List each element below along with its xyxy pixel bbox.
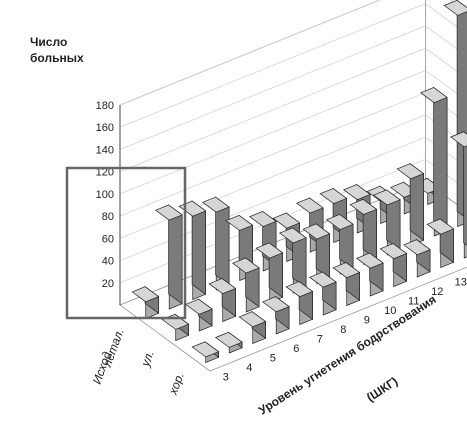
x-tick-label: 8 <box>340 324 346 336</box>
bar <box>426 218 455 269</box>
z-tick-label: 80 <box>102 211 114 223</box>
x-tick-label: 5 <box>270 352 276 364</box>
bar <box>154 204 183 310</box>
bar-top-face <box>278 227 307 244</box>
x-tick-label: 12 <box>431 286 443 298</box>
grid-line <box>119 0 467 106</box>
bar-top-face <box>184 298 213 315</box>
z-tick-label: 60 <box>102 233 114 245</box>
x-tick-label: 3 <box>223 371 229 383</box>
grid-line <box>119 47 467 173</box>
bar <box>379 242 408 288</box>
bar-top-face <box>396 163 425 180</box>
bar <box>302 223 331 285</box>
bar-top-face <box>201 196 230 213</box>
row-label: ул. <box>138 348 157 369</box>
bar-top-face <box>154 204 183 221</box>
bar-top-face <box>131 286 160 303</box>
bar-top-face <box>332 262 361 279</box>
bars-layer <box>131 0 467 364</box>
x-tick-label: 10 <box>384 305 396 317</box>
grid-line <box>119 114 467 239</box>
bar <box>285 280 314 326</box>
row-label: хор. <box>166 370 187 397</box>
bar-top-face <box>342 184 371 201</box>
bar-top-face <box>349 199 378 215</box>
z-tick-label: 120 <box>96 167 114 179</box>
bar-top-face <box>225 215 254 231</box>
bar-top-face <box>191 341 220 358</box>
bar <box>191 341 220 364</box>
bar-top-face <box>208 278 237 295</box>
grid-line <box>119 25 467 150</box>
bar <box>372 189 401 256</box>
bar <box>184 298 213 332</box>
z-axis-title-line1: Число <box>30 35 67 49</box>
z-tick-label: 20 <box>102 278 114 290</box>
bar-top-face <box>419 87 448 104</box>
grid-line <box>119 70 467 195</box>
bar <box>214 331 243 354</box>
bar-top-face <box>372 189 401 206</box>
bar <box>178 200 207 301</box>
bar <box>238 311 267 345</box>
highlight-box <box>65 166 187 320</box>
z-tick-label: 160 <box>96 122 114 134</box>
bar <box>332 261 361 307</box>
bar-top-face <box>379 243 408 260</box>
bar <box>396 163 425 247</box>
bar-top-face <box>295 197 324 214</box>
bar-top-face <box>214 331 243 348</box>
z-tick-label: 140 <box>96 144 114 156</box>
bar-top-face <box>308 271 337 288</box>
bar <box>419 86 448 237</box>
z-tick-label: 180 <box>96 100 114 112</box>
bar <box>402 239 431 278</box>
grid-line <box>119 3 467 128</box>
bar-top-face <box>302 223 331 240</box>
bar-top-face <box>285 281 314 298</box>
bar-top-face <box>255 242 284 259</box>
x-tick-label: 4 <box>246 362 252 374</box>
bar <box>208 277 237 323</box>
x-tick-label: 11 <box>408 295 419 307</box>
z-axis-title-line2: больных <box>30 51 84 65</box>
bar <box>355 252 384 297</box>
x-tick-label: 13 <box>455 276 467 288</box>
bar-top-face <box>319 188 348 204</box>
bar-top-face <box>443 0 467 16</box>
bar <box>349 198 378 266</box>
z-tick-label: 100 <box>96 189 114 201</box>
x-axis-title-line2: (ШКГ) <box>364 374 400 404</box>
bar-top-face <box>261 296 290 313</box>
bar-side-face <box>433 86 448 232</box>
bar <box>449 131 467 259</box>
bar-side-face <box>463 131 467 246</box>
bar-top-face <box>402 239 431 256</box>
row-label: летал. <box>100 326 127 369</box>
bar-top-face <box>355 252 384 269</box>
bar-top-face <box>238 311 267 328</box>
bar <box>261 296 290 335</box>
bar-top-face <box>449 131 467 148</box>
bar-top-face <box>272 212 301 229</box>
bar <box>278 227 307 294</box>
bar <box>231 257 260 313</box>
bar-top-face <box>325 214 354 230</box>
x-tick-label: 6 <box>293 343 299 355</box>
bar-top-face <box>231 257 260 274</box>
z-tick-label: 40 <box>102 256 114 268</box>
bar <box>131 286 160 320</box>
bar <box>325 213 354 275</box>
bar <box>308 271 337 316</box>
bar-top-face <box>248 211 277 227</box>
bar <box>201 196 230 291</box>
bar-top-face <box>426 218 455 235</box>
x-tick-label: 7 <box>317 333 323 345</box>
x-tick-label: 9 <box>364 314 370 326</box>
bar <box>255 242 284 304</box>
